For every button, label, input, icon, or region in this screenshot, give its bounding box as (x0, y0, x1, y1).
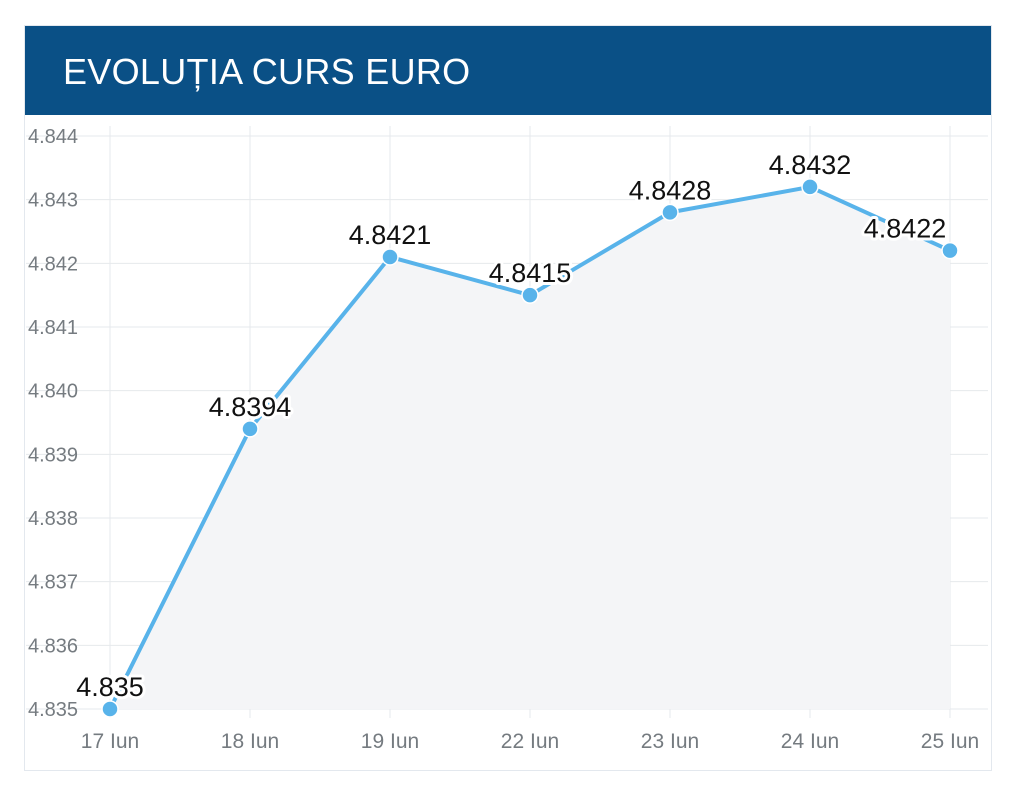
y-tick-label: 4.836 (28, 635, 78, 657)
x-tick-label: 25 Iun (921, 730, 979, 753)
data-label: 4.835 (76, 672, 144, 702)
data-labels: 4.835 4.8394 4.8421 4.8415 4.8428 4.8432 4.842… (73, 147, 949, 705)
data-label: 4.8394 (209, 392, 292, 422)
data-point (381, 248, 399, 266)
data-point (521, 286, 539, 304)
x-tick-label: 18 Iun (221, 730, 279, 753)
data-point (101, 700, 119, 718)
y-tick-label: 4.842 (28, 253, 78, 275)
data-label: 4.8432 (769, 150, 852, 180)
y-tick-label: 4.837 (28, 572, 78, 594)
data-point (661, 203, 679, 222)
x-tick-label: 19 Iun (361, 730, 419, 753)
data-point (241, 420, 259, 438)
x-tick-label: 22 Iun (501, 730, 559, 753)
data-label: 4.8415 (489, 258, 572, 288)
y-tick-label: 4.844 (28, 126, 78, 148)
area-fill (110, 186, 950, 709)
data-point (941, 241, 959, 260)
y-tick-label: 4.835 (28, 699, 78, 721)
x-tick-label: 17 Iun (81, 730, 139, 753)
data-point (801, 178, 819, 196)
data-label: 4.8422 (864, 214, 947, 244)
data-label: 4.8421 (349, 220, 432, 250)
chart-header: EVOLUȚIA CURS EURO (25, 26, 991, 115)
y-tick-label: 4.838 (28, 508, 78, 530)
data-points (101, 178, 959, 718)
y-tick-label: 4.840 (28, 381, 78, 403)
x-axis: 17 Iun 18 Iun 19 Iun 22 Iun 23 Iun 24 Iun 25 I… (81, 730, 979, 753)
y-tick-label: 4.839 (28, 444, 78, 466)
data-label: 4.8428 (629, 175, 712, 205)
chart-title: EVOLUȚIA CURS EURO (63, 51, 471, 92)
area-path (110, 186, 950, 709)
x-tick-label: 24 Iun (781, 730, 839, 753)
x-tick-label: 23 Iun (641, 730, 699, 753)
y-tick-label: 4.843 (28, 190, 78, 212)
y-tick-label: 4.841 (28, 317, 78, 339)
y-axis: 4.835 4.836 4.837 4.838 4.839 4.840 4.841 4.842… (28, 126, 78, 721)
